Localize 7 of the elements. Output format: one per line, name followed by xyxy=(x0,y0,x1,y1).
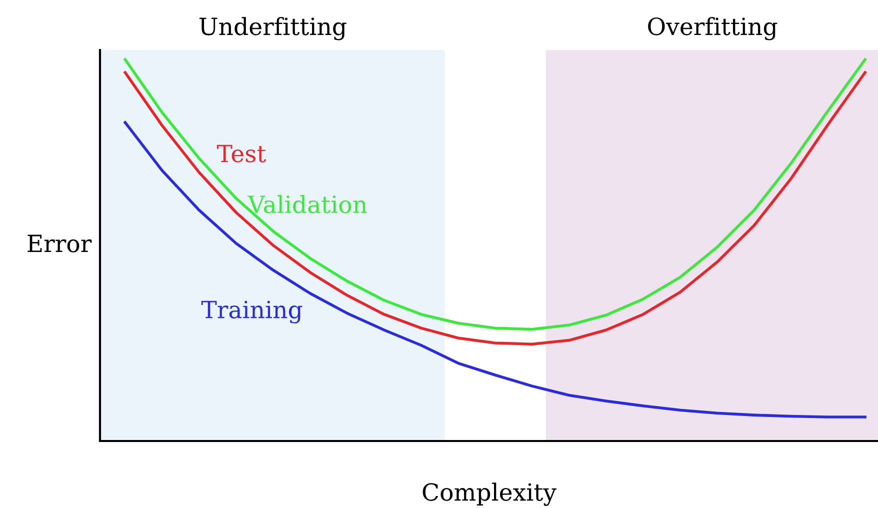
x-axis-title: Complexity xyxy=(422,482,556,506)
series-label: Validation xyxy=(248,194,367,214)
series-label: Test xyxy=(216,144,266,162)
text: Overfitting xyxy=(648,17,778,40)
text: Underfitting xyxy=(200,17,346,40)
y-axis-title: Error xyxy=(28,234,92,252)
series-label: Training xyxy=(201,300,302,324)
